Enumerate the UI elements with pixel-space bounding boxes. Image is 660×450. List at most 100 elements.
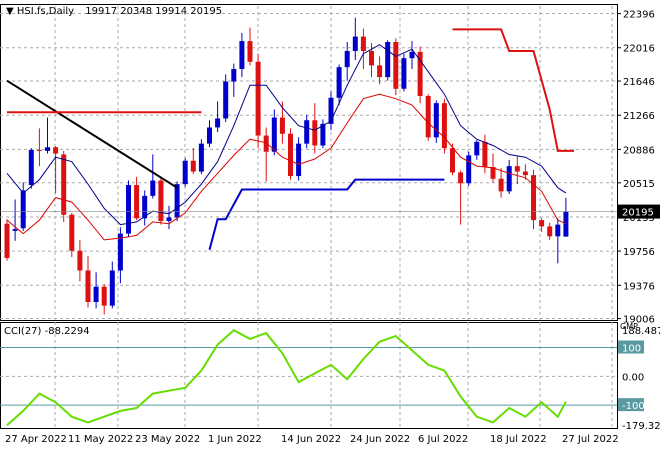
ma-slow-line xyxy=(6,44,567,226)
candle-body xyxy=(231,68,237,82)
candle-body xyxy=(296,143,302,177)
candle-body xyxy=(320,123,326,146)
candle xyxy=(174,181,180,222)
candle-body xyxy=(458,172,464,184)
candle xyxy=(263,127,269,182)
candle xyxy=(547,222,553,240)
candle xyxy=(304,114,310,149)
candle-body xyxy=(563,211,569,237)
candle-body xyxy=(263,135,269,152)
candle-body xyxy=(45,147,50,151)
candle xyxy=(45,117,50,154)
candle xyxy=(433,100,439,143)
candle-body xyxy=(134,185,140,219)
candle-body xyxy=(174,184,180,218)
candle-body xyxy=(117,233,123,271)
candle xyxy=(563,197,569,237)
time-axis-label: 11 May 2022 xyxy=(68,434,133,445)
time-axis-label: 27 Apr 2022 xyxy=(5,434,67,445)
candle-body xyxy=(69,214,75,251)
candle-body xyxy=(547,226,553,237)
candle xyxy=(207,120,212,148)
cci-tick-label: -100 xyxy=(622,401,645,412)
candle-body xyxy=(215,118,221,128)
cci-title: CCI(27) -88.2294 xyxy=(4,326,90,337)
candle xyxy=(417,46,423,104)
cci-level-box xyxy=(618,340,644,354)
current-price-label: 20195 xyxy=(622,208,654,219)
candle xyxy=(458,170,464,225)
candle-body xyxy=(369,50,374,66)
candle xyxy=(425,94,431,141)
candle-body xyxy=(12,229,18,231)
cci-tick-label: -179.3291 xyxy=(622,421,660,432)
candle-body xyxy=(539,220,545,227)
candle-body xyxy=(85,270,91,303)
price-tick-label: 22016 xyxy=(623,44,655,55)
candle-body xyxy=(441,103,447,149)
candle-body xyxy=(239,41,245,69)
candle xyxy=(101,284,107,315)
candle xyxy=(377,56,383,85)
candle xyxy=(320,119,326,149)
candle xyxy=(288,128,293,180)
candle xyxy=(409,41,415,69)
candle-body xyxy=(498,178,504,192)
cci-level-box xyxy=(618,398,644,412)
candle xyxy=(223,74,229,123)
candle xyxy=(539,218,545,232)
candle-body xyxy=(466,155,472,184)
candle xyxy=(134,176,140,221)
candle xyxy=(531,169,536,230)
time-axis-label: 14 Jun 2022 xyxy=(281,434,341,445)
ohlc-values: 19917 20348 19914 20195 xyxy=(85,6,222,17)
candle-body xyxy=(93,286,99,303)
candle xyxy=(166,205,172,230)
price-tick-label: 20515 xyxy=(623,179,655,190)
candle-body xyxy=(490,167,496,179)
price-tick-label: 19756 xyxy=(623,247,655,258)
candle-body xyxy=(409,51,415,59)
candle-body xyxy=(393,41,399,89)
candle xyxy=(158,176,164,225)
candle xyxy=(271,109,277,156)
candle-body xyxy=(474,141,480,156)
candle xyxy=(506,159,512,195)
candle xyxy=(255,53,261,149)
candle-body xyxy=(377,65,383,78)
candle-body xyxy=(425,95,431,138)
candle xyxy=(466,151,472,186)
price-tick-label: 19006 xyxy=(623,315,655,326)
support-step-line xyxy=(208,178,445,251)
current-price-box xyxy=(618,204,660,219)
time-axis-label: 24 Jun 2022 xyxy=(350,434,410,445)
candle xyxy=(12,199,18,241)
candle-body xyxy=(506,166,512,192)
candle-body xyxy=(531,175,536,221)
price-tick-label: 21266 xyxy=(623,111,655,122)
candle xyxy=(77,239,83,282)
candle-body xyxy=(190,160,196,172)
candle xyxy=(69,212,75,258)
symbol-label: ▼ HSI.fs,Daily 19917 20348 19914 20195 xyxy=(6,6,222,17)
candle xyxy=(522,164,528,180)
candle xyxy=(498,167,504,198)
candle xyxy=(53,146,59,194)
candle-body xyxy=(207,127,212,144)
candle-body xyxy=(312,120,318,146)
candle-body xyxy=(514,166,520,172)
candle-body xyxy=(28,149,34,186)
candle-body xyxy=(101,286,107,306)
candle-body xyxy=(158,180,164,222)
candle-body xyxy=(385,41,391,78)
candle-body xyxy=(166,217,172,222)
candle-body xyxy=(247,41,253,62)
cci-panel-frame xyxy=(0,322,618,429)
candle xyxy=(360,28,366,69)
candle-body xyxy=(288,133,293,177)
candle-body xyxy=(255,61,261,136)
cci-line xyxy=(6,328,567,427)
